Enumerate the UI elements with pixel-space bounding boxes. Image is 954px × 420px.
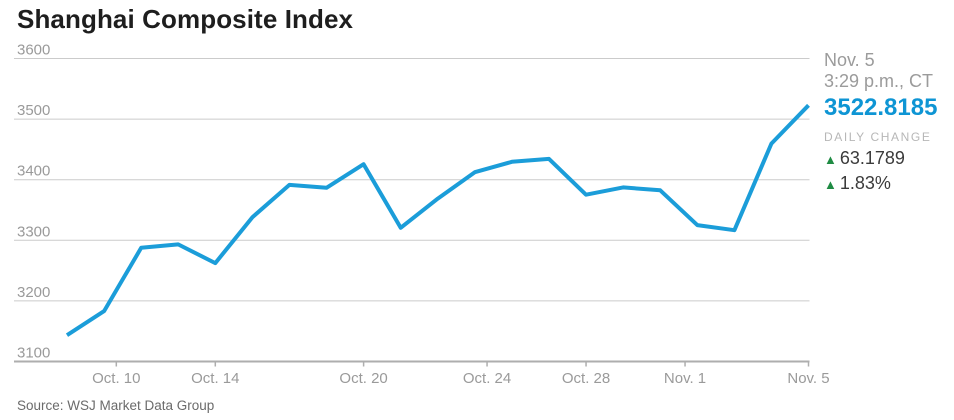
- x-axis-tick-label: Oct. 20: [339, 370, 387, 387]
- x-axis-tick-label: Oct. 24: [463, 370, 511, 387]
- y-axis-tick-label: 3100: [17, 345, 50, 362]
- x-axis-tick-label: Oct. 28: [562, 370, 610, 387]
- chart-title: Shanghai Composite Index: [17, 4, 354, 34]
- source-note: Source: WSJ Market Data Group: [17, 398, 215, 413]
- change-percent: 1.83%: [839, 173, 891, 193]
- price-line-chart: 3600 3500 3400 3300 3200 3100 Oct. 10 Oct. 14 Oc…: [14, 42, 830, 387]
- x-axis-tick-label: Oct. 10: [92, 370, 140, 387]
- last-price: 3522.8185: [824, 94, 938, 121]
- y-axis-tick-label: 3200: [17, 284, 50, 301]
- daily-change-value: ▲ 63.1789: [824, 147, 952, 171]
- x-axis-tick-label: Oct. 14: [191, 370, 239, 387]
- up-arrow-icon: ▲: [824, 177, 837, 192]
- quote-date: Nov. 5: [824, 50, 875, 70]
- quote-time: 3:29 p.m., CT: [824, 71, 934, 91]
- x-axis-tick-label: Nov. 1: [664, 370, 706, 387]
- y-axis-tick-label: 3500: [17, 102, 50, 119]
- quote-panel: Nov. 5 3:29 p.m., CT 3522.8185 DAILY CHA…: [824, 50, 952, 196]
- change-amount: 63.1789: [839, 148, 905, 168]
- up-arrow-icon: ▲: [824, 152, 837, 167]
- y-axis-tick-label: 3400: [17, 163, 50, 180]
- price-line: [65, 103, 810, 337]
- daily-change-percent: ▲ 1.83%: [824, 172, 952, 196]
- daily-change-label: DAILY CHANGE: [824, 130, 932, 144]
- x-axis-tick-label: Nov. 5: [787, 370, 829, 387]
- y-axis-tick-label: 3300: [17, 223, 50, 240]
- y-axis-tick-label: 3600: [17, 42, 50, 59]
